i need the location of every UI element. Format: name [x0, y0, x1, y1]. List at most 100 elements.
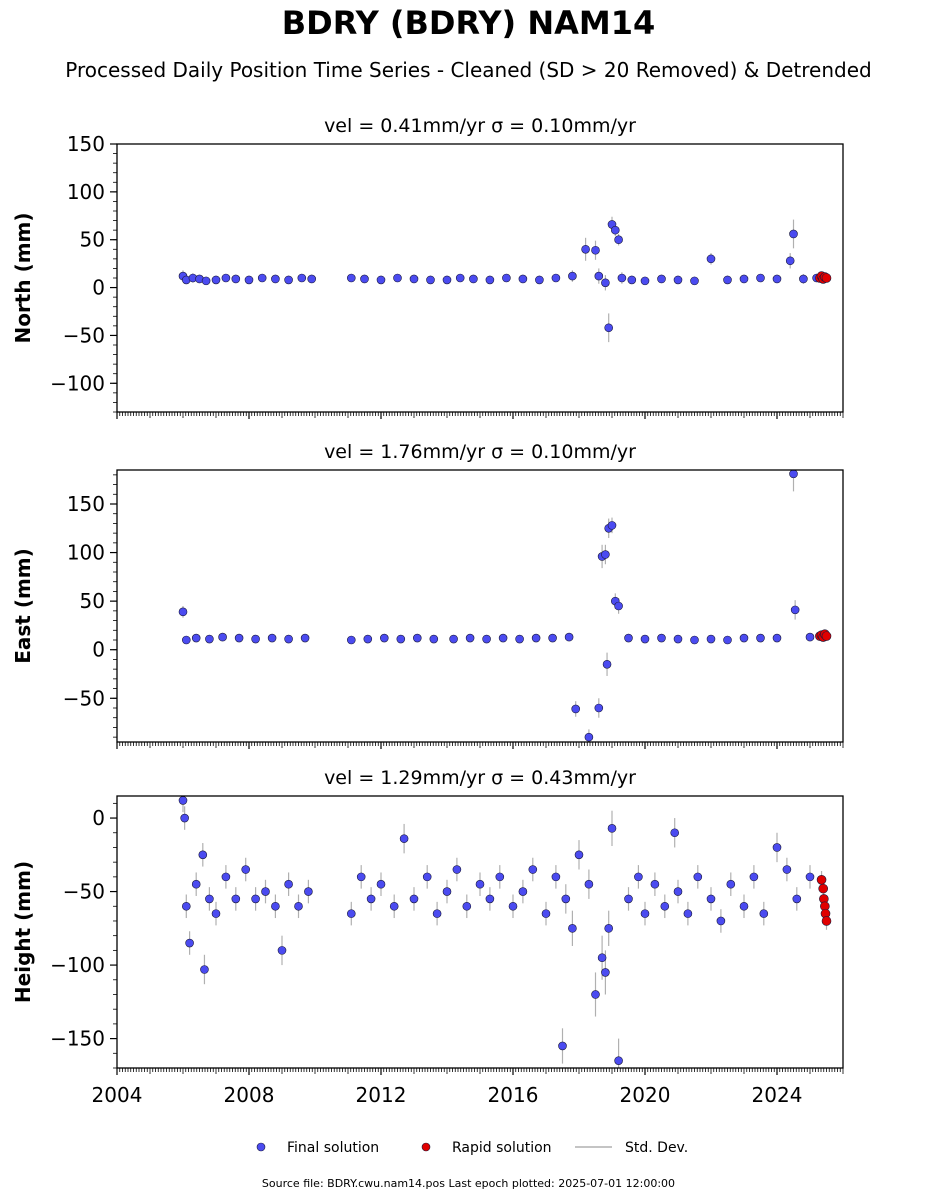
- final-point: [706, 894, 716, 904]
- final-point: [396, 634, 406, 644]
- final-point: [221, 872, 231, 882]
- final-point: [601, 550, 610, 559]
- y-tick-label: 0: [92, 806, 105, 830]
- final-point: [548, 633, 557, 643]
- final-point: [706, 634, 716, 644]
- final-point: [482, 634, 491, 644]
- figure-title: BDRY (BDRY) NAM14: [281, 4, 656, 42]
- final-point: [607, 824, 617, 833]
- final-point: [218, 632, 227, 642]
- final-point: [614, 235, 623, 245]
- final-point: [485, 275, 495, 285]
- final-point: [693, 872, 703, 882]
- final-point: [673, 887, 683, 896]
- final-point: [574, 850, 584, 860]
- figure-subtitle: Processed Daily Position Time Series - C…: [65, 58, 872, 82]
- final-point: [261, 887, 270, 896]
- final-point: [200, 965, 209, 974]
- final-point: [571, 704, 581, 714]
- final-point: [360, 274, 369, 284]
- final-point: [198, 850, 208, 860]
- rapid-point: [816, 875, 827, 885]
- x-tick-label: 2024: [752, 1083, 803, 1107]
- final-point: [346, 273, 356, 283]
- final-point: [231, 274, 241, 284]
- final-point: [376, 879, 386, 889]
- final-point: [518, 887, 528, 896]
- final-point: [690, 635, 699, 645]
- final-point: [584, 879, 594, 889]
- final-point: [624, 894, 633, 904]
- final-point: [277, 946, 287, 955]
- final-point: [614, 601, 623, 611]
- y-tick-label: 100: [67, 541, 105, 565]
- final-point: [670, 828, 680, 838]
- final-point: [673, 634, 683, 644]
- final-point: [749, 872, 759, 882]
- x-tick-label: 2004: [92, 1083, 143, 1107]
- final-point: [594, 703, 604, 713]
- final-point: [772, 843, 782, 852]
- final-point: [657, 274, 666, 284]
- y-axis-label: North (mm): [11, 212, 35, 343]
- final-point: [594, 271, 604, 281]
- final-point: [756, 633, 765, 643]
- final-point: [805, 632, 815, 642]
- final-point: [614, 1056, 623, 1065]
- final-point: [739, 274, 749, 284]
- final-point: [617, 273, 627, 283]
- legend-rapid-marker: [421, 1142, 431, 1152]
- final-point: [541, 909, 551, 918]
- final-point: [627, 275, 637, 285]
- final-point: [300, 633, 310, 643]
- final-point: [805, 872, 815, 882]
- final-point: [723, 275, 732, 285]
- final-point: [508, 901, 518, 911]
- panel-title: vel = 0.41mm/yr σ = 0.10mm/yr: [324, 115, 636, 137]
- y-tick-label: 50: [80, 228, 105, 252]
- final-point: [660, 901, 670, 911]
- y-axis-label: Height (mm): [11, 861, 35, 1003]
- x-tick-label: 2008: [224, 1083, 275, 1107]
- final-point: [624, 633, 633, 643]
- final-point: [201, 276, 211, 286]
- y-tick-label: 0: [92, 276, 105, 300]
- final-point: [706, 254, 716, 264]
- y-tick-label: −50: [63, 686, 105, 710]
- rapid-point: [821, 916, 832, 926]
- rapid-point: [818, 883, 829, 894]
- final-point: [726, 879, 736, 889]
- y-axis-label: East (mm): [11, 548, 35, 664]
- final-point: [379, 633, 389, 643]
- final-point: [356, 872, 366, 882]
- final-point: [462, 901, 472, 911]
- final-point: [412, 633, 422, 643]
- final-point: [785, 256, 795, 266]
- final-point: [191, 879, 201, 889]
- final-point: [597, 953, 607, 963]
- final-point: [449, 634, 458, 644]
- final-point: [241, 865, 250, 874]
- final-point: [604, 323, 614, 333]
- y-tick-label: 150: [67, 492, 105, 516]
- final-point: [191, 633, 201, 643]
- legend-rapid-label: Rapid solution: [452, 1140, 552, 1156]
- final-point: [426, 275, 435, 285]
- final-point: [789, 470, 798, 479]
- plot-frame: [116, 795, 844, 1069]
- final-point: [723, 635, 732, 645]
- final-point: [455, 273, 465, 283]
- final-point: [267, 633, 277, 643]
- panel-title: vel = 1.76mm/yr σ = 0.10mm/yr: [324, 441, 636, 463]
- final-point: [389, 901, 399, 911]
- final-point: [607, 521, 617, 530]
- final-point: [251, 894, 260, 904]
- final-point: [640, 276, 650, 286]
- final-point: [221, 273, 231, 283]
- final-point: [452, 865, 462, 874]
- y-tick-label: −100: [50, 371, 105, 395]
- final-point: [409, 274, 419, 284]
- final-point: [591, 990, 600, 999]
- y-tick-label: 50: [80, 589, 105, 613]
- final-point: [739, 901, 749, 911]
